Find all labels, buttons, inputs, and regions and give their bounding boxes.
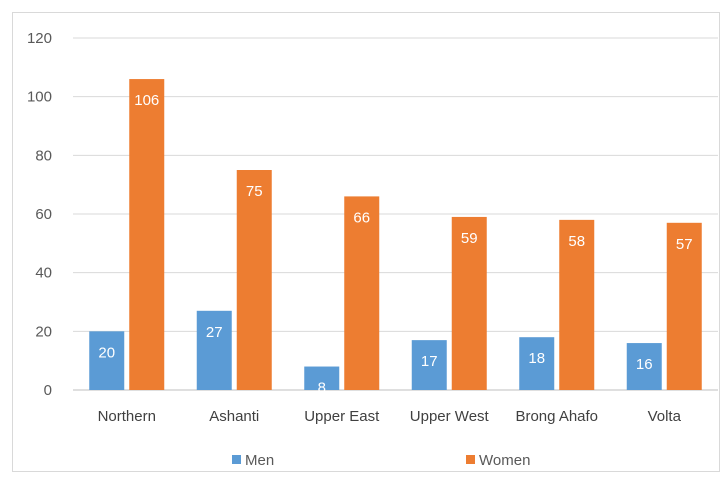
data-label: 58 bbox=[568, 233, 585, 250]
legend-label-men: Men bbox=[245, 452, 274, 469]
y-tick-label: 60 bbox=[35, 206, 52, 223]
bar-men bbox=[196, 310, 232, 390]
data-label: 57 bbox=[676, 236, 693, 253]
y-tick-label: 80 bbox=[35, 147, 52, 164]
y-tick-label: 40 bbox=[35, 265, 52, 282]
bars bbox=[89, 79, 702, 391]
y-tick-label: 120 bbox=[27, 30, 52, 47]
data-label: 59 bbox=[461, 230, 478, 247]
bar-women bbox=[559, 219, 595, 390]
data-label: 16 bbox=[636, 356, 653, 373]
y-tick-label: 0 bbox=[44, 382, 52, 399]
data-label: 18 bbox=[528, 350, 545, 367]
bar-women bbox=[451, 216, 487, 390]
bar-women bbox=[129, 79, 165, 391]
data-label: 8 bbox=[318, 380, 326, 397]
data-label: 66 bbox=[353, 209, 370, 226]
x-category-label: Brong Ahafo bbox=[515, 408, 598, 425]
legend-label-women: Women bbox=[479, 452, 530, 469]
y-tick-label: 100 bbox=[27, 89, 52, 106]
y-tick-label: 20 bbox=[35, 323, 52, 340]
x-category-label: Upper East bbox=[304, 408, 380, 425]
data-label: 27 bbox=[206, 324, 223, 341]
bar-men bbox=[89, 331, 125, 390]
data-label: 20 bbox=[98, 344, 115, 361]
bar-women bbox=[236, 170, 272, 390]
x-category-label: Volta bbox=[648, 408, 682, 425]
bar-men bbox=[519, 337, 555, 390]
bar-men bbox=[411, 340, 447, 390]
x-category-label: Upper West bbox=[410, 408, 490, 425]
bar-men bbox=[626, 343, 662, 390]
x-category-label: Ashanti bbox=[209, 408, 259, 425]
legend-swatch-women bbox=[466, 455, 475, 464]
data-labels: 20 106 27 75 8 66 17 59 18 58 16 57 bbox=[98, 92, 692, 396]
data-label: 75 bbox=[246, 183, 263, 200]
legend-swatch-men bbox=[232, 455, 241, 464]
gridlines bbox=[73, 37, 718, 391]
y-axis-ticks: 0 20 40 60 80 100 120 bbox=[27, 30, 52, 399]
x-axis-categories: Northern Ashanti Upper East Upper West Brong… bbox=[98, 408, 682, 425]
legend: Men Women bbox=[232, 452, 530, 469]
data-label: 17 bbox=[421, 353, 438, 370]
bar-women bbox=[344, 196, 380, 390]
bar-men bbox=[304, 366, 340, 390]
x-category-label: Northern bbox=[98, 408, 156, 425]
bar-women bbox=[666, 222, 702, 390]
data-label: 106 bbox=[134, 92, 159, 109]
